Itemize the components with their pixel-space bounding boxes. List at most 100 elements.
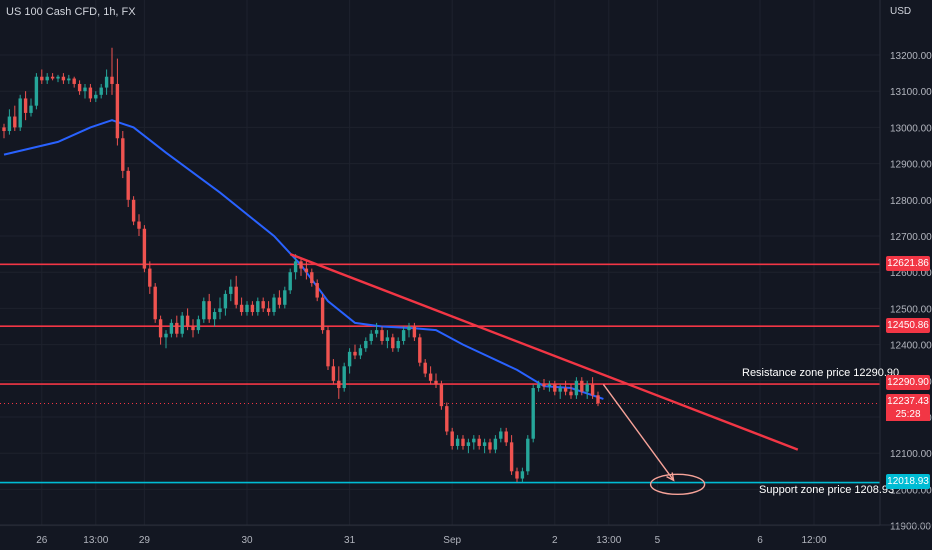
candle-body xyxy=(391,337,395,349)
candle-body xyxy=(358,348,363,356)
candle-body xyxy=(418,337,422,363)
candle-body xyxy=(423,362,427,374)
candle-body xyxy=(234,286,238,305)
candle-body xyxy=(380,330,384,341)
candle-body xyxy=(207,301,211,320)
x-tick-label: 13:00 xyxy=(83,535,108,546)
candle-body xyxy=(191,326,195,331)
candle-body xyxy=(493,438,498,450)
candle-body xyxy=(585,384,589,392)
candle-body xyxy=(563,388,568,392)
candle-body xyxy=(342,366,346,389)
candle-body xyxy=(515,471,519,479)
candle-body xyxy=(353,351,357,356)
downtrend-line xyxy=(289,252,799,451)
y-tick-label: 12100.00 xyxy=(890,449,932,460)
candle-body xyxy=(142,228,147,269)
candle-body xyxy=(293,261,298,273)
candle-body xyxy=(283,290,287,305)
y-tick-label: 13000.00 xyxy=(890,123,932,134)
x-tick-label: 12:00 xyxy=(801,535,826,546)
candle-body xyxy=(2,127,6,132)
candle-body xyxy=(29,105,33,113)
currency-label: USD xyxy=(890,6,912,17)
price-tag-level2: 12450.86 xyxy=(886,318,930,333)
x-tick-label: 5 xyxy=(655,535,661,546)
candle-body xyxy=(412,326,417,338)
candle-body xyxy=(164,333,168,338)
candle-body xyxy=(477,438,481,446)
candle-body xyxy=(277,297,282,305)
candle-body xyxy=(175,322,179,334)
x-tick-label: 13:00 xyxy=(596,535,621,546)
candle-body xyxy=(590,384,595,396)
candle-body xyxy=(272,297,276,313)
candle-body xyxy=(61,76,66,81)
resistance-zone-label: Resistance zone price 12290.90 xyxy=(742,367,900,379)
candle-body xyxy=(407,326,411,331)
candle-body xyxy=(218,308,222,313)
x-tick-label: 30 xyxy=(241,535,253,546)
candle-body xyxy=(121,138,125,171)
y-tick-label: 12400.00 xyxy=(890,341,932,352)
candle-body xyxy=(148,268,152,287)
candle-body xyxy=(13,116,17,128)
candle-body xyxy=(482,442,487,446)
candle-body xyxy=(574,380,579,396)
candle-body xyxy=(374,330,379,334)
candle-body xyxy=(245,304,249,313)
candle-body xyxy=(369,333,373,341)
bar-countdown: 25:28 xyxy=(886,408,930,421)
candle-body xyxy=(40,76,44,81)
candle-body xyxy=(558,388,562,392)
candle-body xyxy=(180,315,184,334)
time-axis[interactable]: 26 13:00 29 30 31 Sep 2 13:00 5 6 12:00 xyxy=(0,524,932,546)
x-tick-label: 26 xyxy=(36,535,48,546)
candle-body xyxy=(23,98,28,113)
candle-body xyxy=(56,76,60,79)
candle-body xyxy=(526,438,530,472)
candle-body xyxy=(488,442,492,450)
candle-body xyxy=(472,438,476,443)
candle-body xyxy=(461,438,465,446)
candle-body xyxy=(299,261,303,269)
y-tick-label: 12700.00 xyxy=(890,232,932,243)
target-ellipse xyxy=(649,473,706,496)
candle-body xyxy=(547,384,552,387)
candle-body xyxy=(553,384,557,392)
y-tick-label: 12500.00 xyxy=(890,304,932,315)
candle-body xyxy=(364,340,368,349)
x-tick-label: 29 xyxy=(139,535,151,546)
candle-body xyxy=(450,431,454,446)
moving-average xyxy=(3,119,604,400)
candle-body xyxy=(153,286,157,320)
candle-body xyxy=(223,293,228,309)
drawing-tools[interactable] xyxy=(289,252,799,496)
x-tick-label: 2 xyxy=(552,535,558,546)
candle-body xyxy=(569,391,573,396)
candle-body xyxy=(261,301,265,309)
candle-body xyxy=(499,431,503,439)
candle-body xyxy=(77,83,82,92)
candle-body xyxy=(455,438,460,446)
candle-body xyxy=(428,373,433,381)
candle-body xyxy=(110,76,114,84)
candle-body xyxy=(72,78,76,84)
candle-body xyxy=(158,319,163,338)
candle-body xyxy=(131,199,136,222)
candlesticks xyxy=(2,47,600,483)
candle-body xyxy=(401,330,406,341)
candle-body xyxy=(580,380,584,392)
candle-body xyxy=(439,384,444,407)
candle-body xyxy=(185,315,190,327)
candle-body xyxy=(531,388,535,439)
chart-grid xyxy=(0,0,880,527)
candle-body xyxy=(99,87,103,95)
candle-body xyxy=(542,384,546,387)
price-tag-current: 12237.43 xyxy=(886,394,930,409)
x-tick-label: 6 xyxy=(757,535,763,546)
symbol-title[interactable]: US 100 Cash CFD, 1h, FX xyxy=(6,6,136,18)
candle-body xyxy=(331,366,336,381)
y-tick-label: 13100.00 xyxy=(890,87,932,98)
